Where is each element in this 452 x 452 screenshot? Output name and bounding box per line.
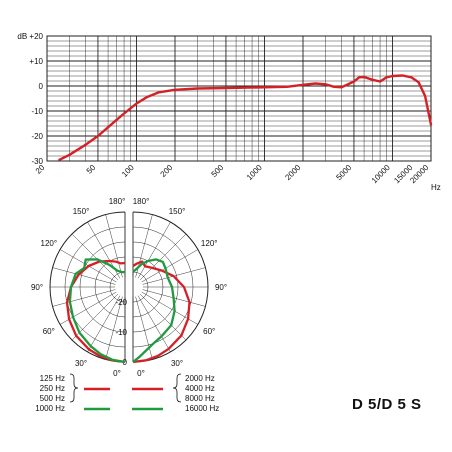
legend-label-left: 125 Hz — [40, 374, 65, 383]
frequency-y-tick-labels: dB +20 +10 0 -10 -20 -30 — [17, 32, 43, 166]
polar-spoke — [52, 267, 116, 285]
x-tick-label: 500 — [210, 163, 226, 179]
x-tick-label: 1000 — [245, 163, 264, 182]
polar-angle-label: 30° — [75, 359, 87, 368]
polar-spoke — [141, 249, 199, 283]
y-tick-label: -30 — [31, 157, 43, 166]
polar-radial-labels: -20 -10 0 — [115, 298, 127, 367]
y-tick-label: -20 — [31, 132, 43, 141]
y-tick-label: 0 — [39, 82, 44, 91]
y-tick-label: -10 — [31, 107, 43, 116]
polar-angle-label: 60° — [43, 327, 55, 336]
polar-curve-left — [68, 258, 126, 364]
y-tick-label: dB +20 — [17, 32, 43, 41]
polar-curves — [65, 258, 191, 364]
legend-label-right: 2000 Hz — [185, 374, 215, 383]
polar-angle-label: 120° — [201, 239, 218, 248]
plot-frame — [46, 35, 432, 162]
polar-spoke — [105, 296, 123, 360]
polar-spoke — [137, 295, 171, 353]
legend-label-right: 4000 Hz — [185, 384, 215, 393]
polar-curve-right — [132, 258, 176, 363]
polar-spoke — [137, 221, 171, 279]
polar-angle-label: 90° — [215, 283, 227, 292]
legend-label-right: 16000 Hz — [185, 404, 219, 413]
polar-angle-label: 30° — [171, 359, 183, 368]
polar-radial-label: 0 — [123, 358, 128, 367]
x-tick-label: 5000 — [334, 163, 353, 182]
polar-plot-left — [49, 211, 126, 363]
polar-angle-label: 60° — [203, 327, 215, 336]
polar-angle-label: 180° — [133, 197, 150, 206]
legend-label-right: 8000 Hz — [185, 394, 215, 403]
frequency-response-curve — [58, 74, 433, 161]
polar-angle-label: 150° — [73, 207, 90, 216]
polar-radial-label: -20 — [115, 298, 127, 307]
polar-angle-label: 90° — [31, 283, 43, 292]
x-axis-unit-label: Hz — [431, 183, 441, 192]
polar-spoke — [52, 289, 116, 307]
polar-spoke — [139, 293, 187, 341]
x-tick-label: 10000 — [370, 163, 392, 185]
legend-brace-right — [172, 373, 182, 403]
polar-angle-label: 0° — [113, 369, 121, 378]
polar-angle-label: 0° — [137, 369, 145, 378]
legend-label-left: 500 Hz — [40, 394, 65, 403]
legend-label-left: 250 Hz — [40, 384, 65, 393]
x-tick-label: 200 — [159, 163, 175, 179]
polar-spoke — [105, 214, 123, 278]
polar-plot-right — [132, 211, 209, 363]
x-tick-label: 100 — [120, 163, 136, 179]
legend-label-left: 1000 Hz — [35, 404, 65, 413]
x-tick-label: 2000 — [283, 163, 302, 182]
legend-brace-left — [69, 373, 79, 403]
polar-spoke — [71, 233, 119, 281]
polar-angle-labels: 180° 180° 150° 150° 120° 120° 90° 90° 60° 60° 30° 3… — [31, 197, 227, 378]
polar-angle-label: 180° — [109, 197, 126, 206]
polar-spoke — [87, 295, 121, 353]
x-tick-label: 50 — [85, 163, 98, 176]
polar-spoke — [139, 233, 187, 281]
x-tick-label: 20000 — [408, 163, 430, 185]
polar-angle-label: 150° — [169, 207, 186, 216]
model-name: D 5/D 5 S — [352, 396, 422, 413]
frequency-response-grid — [46, 35, 432, 162]
polar-spoke — [135, 296, 153, 360]
polar-angle-label: 120° — [41, 239, 58, 248]
polar-radial-label: -10 — [115, 328, 127, 337]
y-tick-label: +10 — [29, 57, 43, 66]
